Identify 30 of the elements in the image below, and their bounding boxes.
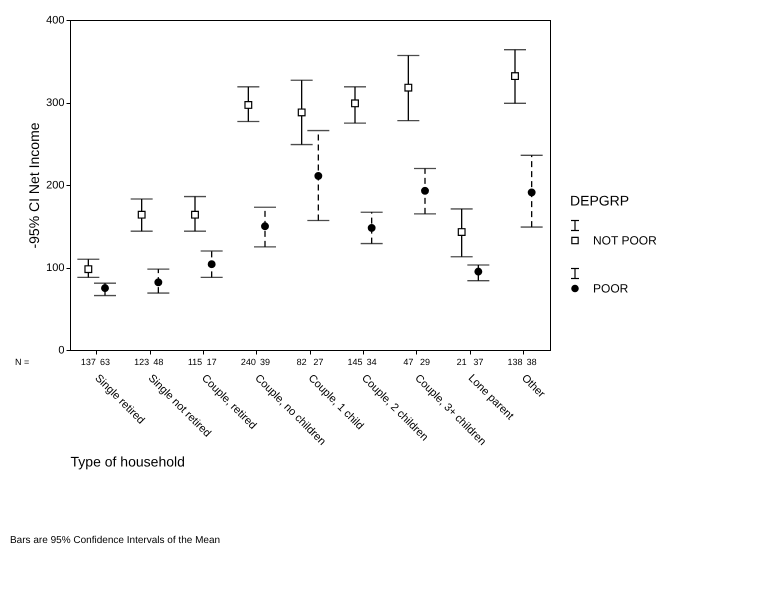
text: 138 (507, 357, 523, 367)
y-tick-label: 300 (46, 97, 64, 109)
legend-label: NOT POOR (593, 234, 658, 248)
text: 82 (296, 357, 307, 367)
text: 29 (420, 357, 430, 367)
y-tick-label: 0 (58, 344, 64, 356)
y-tick-label: 400 (46, 14, 64, 26)
y-tick-label: 100 (46, 262, 64, 274)
text: 47 (403, 357, 414, 367)
text: 38 (526, 357, 537, 367)
x-axis-title: Type of household (70, 453, 185, 470)
text: 63 (100, 357, 110, 367)
text: 137 (80, 357, 96, 367)
text: 240 (240, 357, 256, 367)
text: 27 (313, 357, 324, 367)
text: Bars are 95% Confidence Intervals of the Mean (10, 535, 220, 546)
text: 34 (366, 357, 377, 367)
text: 145 (347, 357, 363, 367)
y-tick-label: 200 (46, 180, 64, 192)
text: 115 (188, 357, 202, 367)
text: 21 (456, 357, 467, 367)
text: 123 (134, 357, 150, 367)
legend-title: DEPGRP (570, 192, 630, 208)
text: 48 (153, 357, 164, 367)
y-axis-title: -95% CI Net Income (26, 122, 42, 249)
text: 17 (206, 357, 217, 367)
text: 39 (260, 357, 270, 367)
text: N = (15, 357, 30, 367)
text: 37 (473, 357, 484, 367)
legend-label: POOR (593, 282, 629, 296)
